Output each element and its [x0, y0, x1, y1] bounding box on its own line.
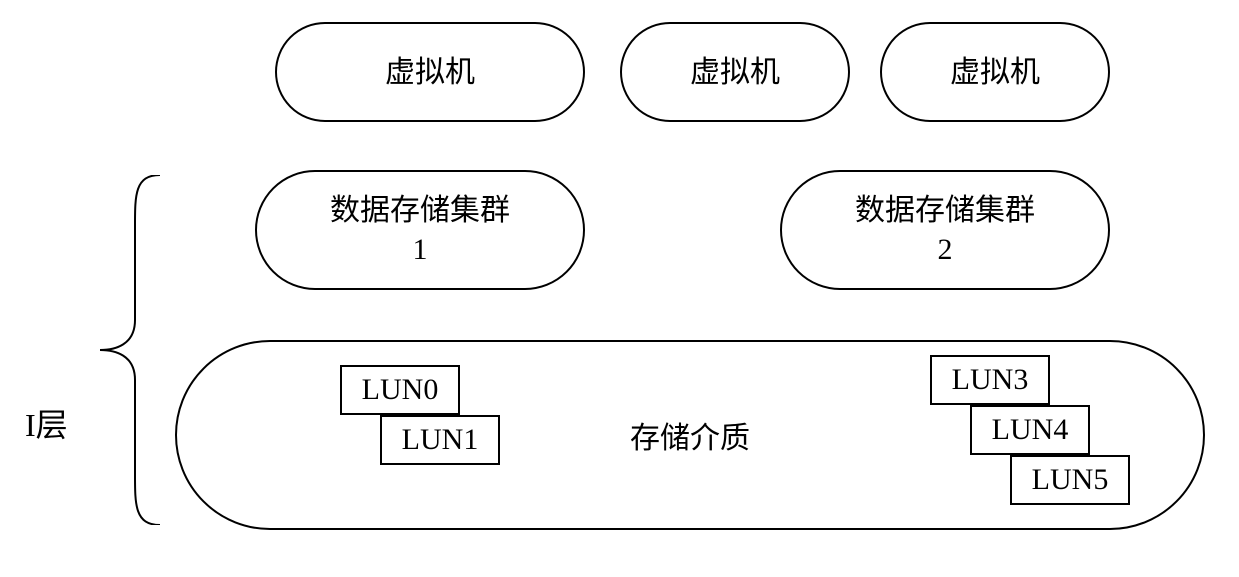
vm-label: 虚拟机 — [385, 53, 475, 92]
vm-node-3: 虚拟机 — [880, 22, 1110, 122]
vm-node-2: 虚拟机 — [620, 22, 850, 122]
lun-box-4: LUN4 — [970, 405, 1090, 455]
storage-center-label: 存储介质 — [600, 415, 780, 455]
layer-label: I层 — [25, 400, 68, 446]
lun-box-3: LUN3 — [930, 355, 1050, 405]
cluster-label: 数据存储集群 2 — [855, 191, 1035, 269]
layer-brace — [95, 175, 165, 525]
lun-label: LUN3 — [952, 363, 1029, 397]
cluster-node-2: 数据存储集群 2 — [780, 170, 1110, 290]
vm-node-1: 虚拟机 — [275, 22, 585, 122]
lun-label: LUN4 — [992, 413, 1069, 447]
cluster-node-1: 数据存储集群 1 — [255, 170, 585, 290]
lun-box-5: LUN5 — [1010, 455, 1130, 505]
vm-label: 虚拟机 — [690, 53, 780, 92]
lun-box-1: LUN1 — [380, 415, 500, 465]
vm-label: 虚拟机 — [950, 53, 1040, 92]
lun-box-0: LUN0 — [340, 365, 460, 415]
lun-label: LUN0 — [362, 373, 439, 407]
lun-label: LUN1 — [402, 423, 479, 457]
diagram-canvas: 虚拟机 虚拟机 虚拟机 数据存储集群 1 数据存储集群 2 LUN0 LUN1 … — [0, 0, 1239, 577]
lun-label: LUN5 — [1032, 463, 1109, 497]
cluster-label: 数据存储集群 1 — [330, 191, 510, 269]
